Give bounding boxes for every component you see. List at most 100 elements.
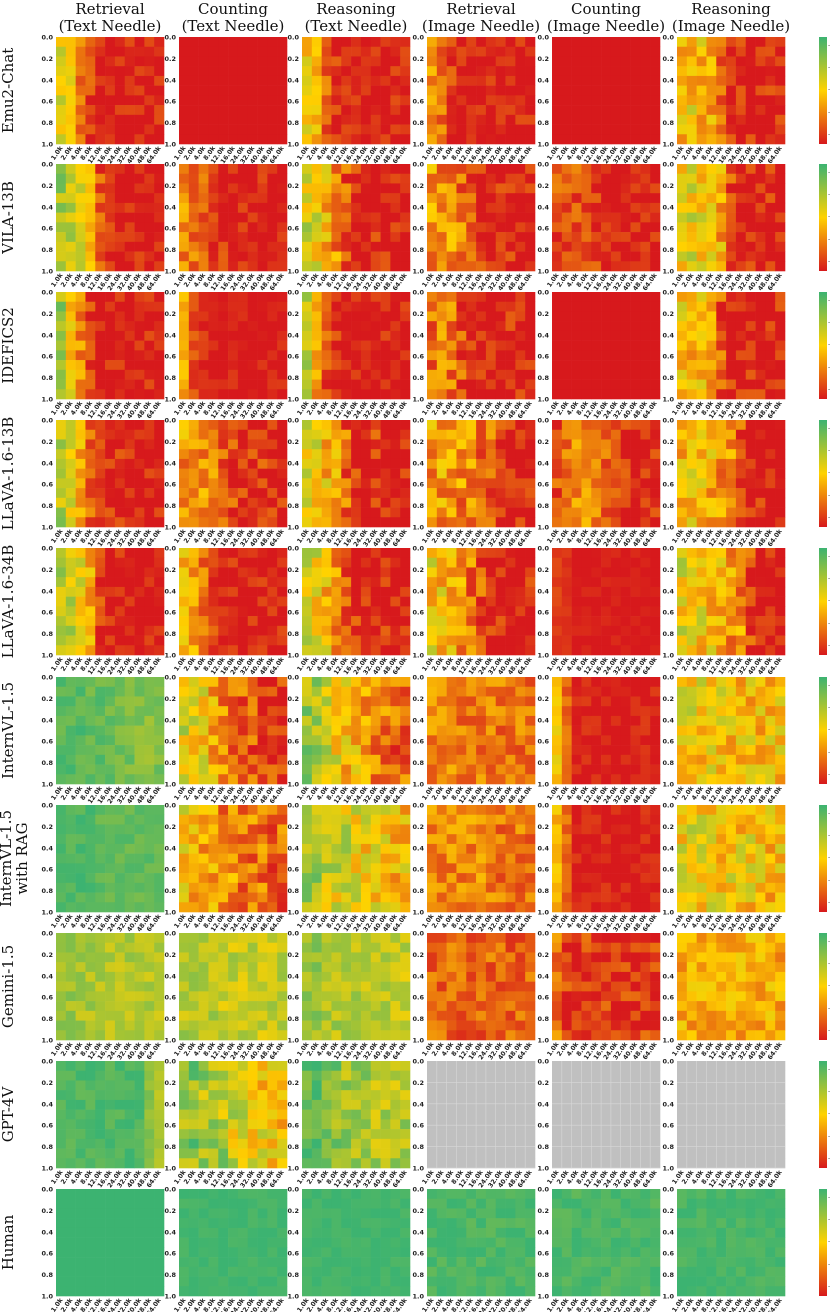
heatmap-cell [571,251,582,262]
heatmap-cell [765,360,776,371]
heatmap-cell [735,232,747,243]
heatmap-cell [105,114,116,125]
heatmap-cell [105,696,116,707]
heatmap-cell [380,606,391,617]
heatmap-cell [400,735,411,746]
heatmap-cell [775,350,786,361]
heatmap-cell [677,725,688,736]
heatmap-cell [179,75,190,86]
heatmap-cell [505,389,516,400]
y-tick-label: 0.8 [287,374,299,382]
heatmap-cell [390,507,401,518]
heatmap-cell [640,301,651,312]
heatmap-cell [552,449,563,460]
y-tick-label: 0.6 [41,738,53,746]
heatmap-cell [696,75,707,86]
heatmap-cell [105,557,116,568]
heatmap-cell [505,764,516,775]
heatmap-cell [552,567,563,578]
heatmap-cell [755,596,766,607]
heatmap-cell [677,56,688,67]
heatmap-cell [341,577,352,588]
heatmap-cell [124,606,135,617]
heatmap-cell [179,715,190,726]
heatmap-cell [267,369,278,380]
heatmap-cell [571,497,582,508]
heatmap-cell [198,706,209,717]
heatmap-cell [677,173,688,184]
heatmap-cell [154,497,165,508]
heatmap-cell [495,232,506,243]
heatmap-cell [390,625,401,636]
heatmap-cell [198,241,209,252]
heatmap-cell [179,311,190,322]
heatmap-panel [302,292,411,400]
heatmap-cell [124,202,135,213]
heatmap-cell [154,301,165,312]
heatmap-cell [476,330,487,341]
heatmap-cell [114,37,126,48]
heatmap-cell [380,301,391,312]
heatmap-cell [515,586,526,597]
heatmap-cell [706,625,717,636]
heatmap-cell [716,557,727,568]
heatmap-cell [267,251,278,262]
heatmap-cell [390,202,401,213]
heatmap-cell [620,439,631,450]
heatmap-cell [124,389,135,400]
heatmap-cell [85,232,96,243]
heatmap-cell [745,311,756,322]
heatmap-cell [218,173,229,184]
heatmap-cell [237,517,249,528]
heatmap-cell [765,75,776,86]
heatmap-cell [696,596,707,607]
heatmap-cell [257,548,268,559]
heatmap-cell [257,497,268,508]
heatmap-cell [114,606,126,617]
heatmap-cell [610,301,622,312]
heatmap-cell [56,677,67,688]
heatmap-cell [247,735,258,746]
heatmap-cell [247,449,258,460]
heatmap-cell [495,616,506,627]
heatmap-cell [716,420,727,431]
heatmap-cell [154,764,165,775]
heatmap-cell [277,95,288,106]
heatmap-cell [706,478,717,489]
y-tick-label: 1.0 [412,652,424,660]
heatmap-cell [591,114,602,125]
heatmap-cell [735,164,747,175]
heatmap-cell [495,635,506,646]
heatmap-cell [154,616,165,627]
heatmap-cell [745,745,756,756]
heatmap-cell [218,497,229,508]
heatmap-cell [95,677,106,688]
heatmap-cell [630,745,641,756]
heatmap-cell [208,360,219,371]
y-tick-label: 0.6 [662,609,674,617]
heatmap-cell [601,340,612,351]
heatmap-cell [775,124,786,135]
heatmap-cell [476,183,487,194]
heatmap-cell [446,261,457,272]
heatmap-cell [476,105,487,116]
heatmap-cell [321,212,332,223]
heatmap-cell [247,193,258,204]
heatmap-cell [515,261,526,272]
heatmap-cell [179,183,190,194]
y-tick-label: 1.0 [41,652,53,660]
heatmap-cell [610,735,622,746]
heatmap-cell [360,439,372,450]
heatmap-cell [198,95,209,106]
heatmap-cell [188,468,199,479]
heatmap-cell [331,645,342,656]
heatmap-cell [677,488,688,499]
heatmap-cell [696,114,707,125]
heatmap-cell [331,686,342,697]
heatmap-cell [456,764,467,775]
heatmap-cell [601,183,612,194]
heatmap-cell [124,596,135,607]
heatmap-cell [321,616,332,627]
heatmap-cell [341,56,352,67]
heatmap-cell [237,164,249,175]
